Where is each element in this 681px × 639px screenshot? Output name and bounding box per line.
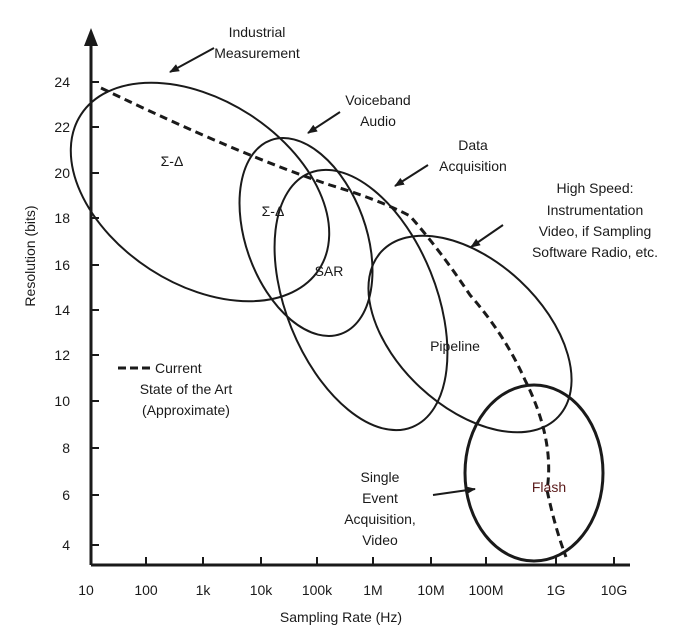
callout-arrow-single-event <box>432 486 476 496</box>
legend-line-2: State of the Art <box>140 381 233 397</box>
x-ticks <box>145 557 615 565</box>
x-tick-label: 10G <box>601 582 627 598</box>
callout-line: Acquisition <box>439 158 507 174</box>
x-tick-label: 10 <box>78 582 94 598</box>
state-of-the-art-line <box>100 86 568 558</box>
callout-industrial: Industrial Measurement <box>214 24 300 61</box>
callout-line: Video <box>362 532 398 548</box>
legend: Current State of the Art (Approximate) <box>118 360 232 418</box>
y-tick-label: 24 <box>54 74 70 90</box>
callout-line: Industrial <box>229 24 286 40</box>
x-tick-label: 1G <box>547 582 566 598</box>
callout-arrow-data-acquisition <box>394 164 429 187</box>
y-tick-label: 16 <box>54 257 70 273</box>
y-tick-label: 8 <box>62 440 70 456</box>
callout-line: Measurement <box>214 45 300 61</box>
callout-line: Data <box>458 137 488 153</box>
callout-line: Instrumentation <box>547 202 644 218</box>
region-label-pipeline: Pipeline <box>430 338 480 354</box>
y-tick-label: 10 <box>54 393 70 409</box>
y-tick-label: 14 <box>54 302 70 318</box>
callout-line: Video, if Sampling <box>539 223 652 239</box>
y-axis-title: Resolution (bits) <box>22 205 38 306</box>
sar-region <box>273 168 449 432</box>
pipeline-region <box>367 234 573 434</box>
region-label-sar: SAR <box>315 263 344 279</box>
callout-line: Event <box>362 490 398 506</box>
y-tick-label: 18 <box>54 210 70 226</box>
callout-arrow-industrial <box>169 47 215 73</box>
x-tick-label: 100 <box>134 582 158 598</box>
region-label-flash: Flash <box>532 479 566 495</box>
callout-data-acquisition: Data Acquisition <box>439 137 507 174</box>
callout-line: High Speed: <box>556 180 633 196</box>
callout-arrow-voiceband <box>307 111 341 134</box>
y-tick-label: 22 <box>54 119 70 135</box>
callout-high-speed: High Speed: Instrumentation Video, if Sa… <box>532 180 658 260</box>
x-axis-title: Sampling Rate (Hz) <box>280 609 402 625</box>
callout-line: Audio <box>360 113 396 129</box>
x-tick-labels: 10 100 1k 10k 100k 1M 10M 100M 1G 10G <box>78 582 627 598</box>
sigma-delta-voiceband-region <box>238 137 374 337</box>
x-tick-label: 1M <box>363 582 382 598</box>
x-tick-label: 10M <box>417 582 444 598</box>
legend-line-3: (Approximate) <box>142 402 230 418</box>
x-tick-label: 100M <box>468 582 503 598</box>
region-label-sigma-delta-2: Σ-Δ <box>262 203 285 219</box>
sigma-delta-industrial-region <box>69 81 331 303</box>
callout-arrow-high-speed <box>470 224 504 248</box>
y-tick-label: 6 <box>62 487 70 503</box>
callout-line: Voiceband <box>345 92 410 108</box>
y-tick-labels: 24 22 20 18 16 14 12 10 8 6 4 <box>54 74 70 553</box>
y-tick-label: 4 <box>62 537 70 553</box>
x-tick-label: 1k <box>196 582 212 598</box>
callout-line: Acquisition, <box>344 511 416 527</box>
callout-single-event: Single Event Acquisition, Video <box>344 469 416 548</box>
y-axis-arrow-icon <box>84 28 98 46</box>
x-tick-label: 10k <box>250 582 274 598</box>
y-tick-label: 12 <box>54 347 70 363</box>
callout-line: Software Radio, etc. <box>532 244 658 260</box>
callout-voiceband: Voiceband Audio <box>345 92 410 129</box>
legend-line-1: Current <box>155 360 202 376</box>
x-tick-label: 100k <box>302 582 333 598</box>
callout-line: Single <box>361 469 400 485</box>
flash-region <box>463 383 605 563</box>
region-label-sigma-delta-1: Σ-Δ <box>161 153 184 169</box>
y-tick-label: 20 <box>54 165 70 181</box>
